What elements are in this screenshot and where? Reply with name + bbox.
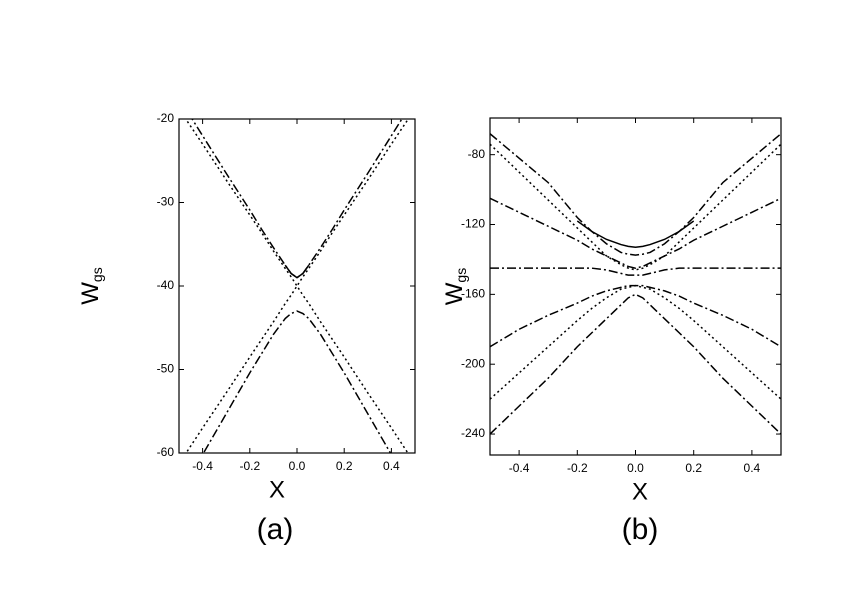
caption: (b) <box>622 513 659 546</box>
x-tick-label: 0.4 <box>383 459 400 473</box>
x-tick-label: -0.4 <box>192 459 213 473</box>
plot-frame <box>178 118 416 454</box>
y-tick-label: -240 <box>461 426 485 440</box>
panel: -60 -50 -40 -30 -20 -0.4 -0.2 0.0 0.2 0.4 X Wgs (a) <box>77 111 416 546</box>
y-tick-label: -20 <box>157 111 175 125</box>
x-tick-label: 0.0 <box>289 459 306 473</box>
y-axis-label-sub: gs <box>89 267 105 282</box>
plot-frame <box>489 117 782 456</box>
y-axis-label-main: W <box>77 282 104 305</box>
x-tick-label: -0.4 <box>509 461 530 475</box>
curve <box>490 284 781 400</box>
x-tick-label: 0.4 <box>744 461 761 475</box>
y-tick-label: -50 <box>157 362 175 376</box>
curve <box>490 143 781 271</box>
x-tick-label: 0.2 <box>336 459 353 473</box>
curve <box>185 119 410 453</box>
curve <box>202 310 392 453</box>
x-axis-label: X <box>269 476 285 503</box>
y-tick-label: -80 <box>468 147 486 161</box>
curve <box>576 220 695 248</box>
y-axis-label-sub: gs <box>453 268 469 283</box>
y-tick-label: -160 <box>461 287 485 301</box>
curve <box>184 119 409 453</box>
x-tick-label: 0.0 <box>627 461 644 475</box>
x-tick-label: -0.2 <box>239 459 260 473</box>
y-tick-label: -200 <box>461 356 485 370</box>
panel: -240 -200 -160 -120 -80 -0.4 -0.2 0.0 0.2 0.4 X Wgs… <box>441 117 782 546</box>
curve <box>490 293 781 435</box>
caption: (a) <box>257 513 294 546</box>
y-axis-label: Wgs <box>441 268 468 305</box>
y-axis-label: Wgs <box>77 267 104 304</box>
curve <box>490 284 781 348</box>
x-tick-label: -0.2 <box>567 461 588 475</box>
y-tick-label: -60 <box>157 445 175 459</box>
x-axis-label: X <box>632 478 648 505</box>
x-tick-label: 0.2 <box>685 461 702 475</box>
curve <box>490 197 781 269</box>
curve <box>284 264 310 279</box>
y-tick-label: -120 <box>461 217 485 231</box>
y-tick-label: -40 <box>157 278 175 292</box>
curve <box>191 119 403 279</box>
y-tick-label: -30 <box>157 195 175 209</box>
curve <box>490 133 781 256</box>
curve <box>490 267 781 276</box>
y-axis-label-main: W <box>441 282 468 305</box>
